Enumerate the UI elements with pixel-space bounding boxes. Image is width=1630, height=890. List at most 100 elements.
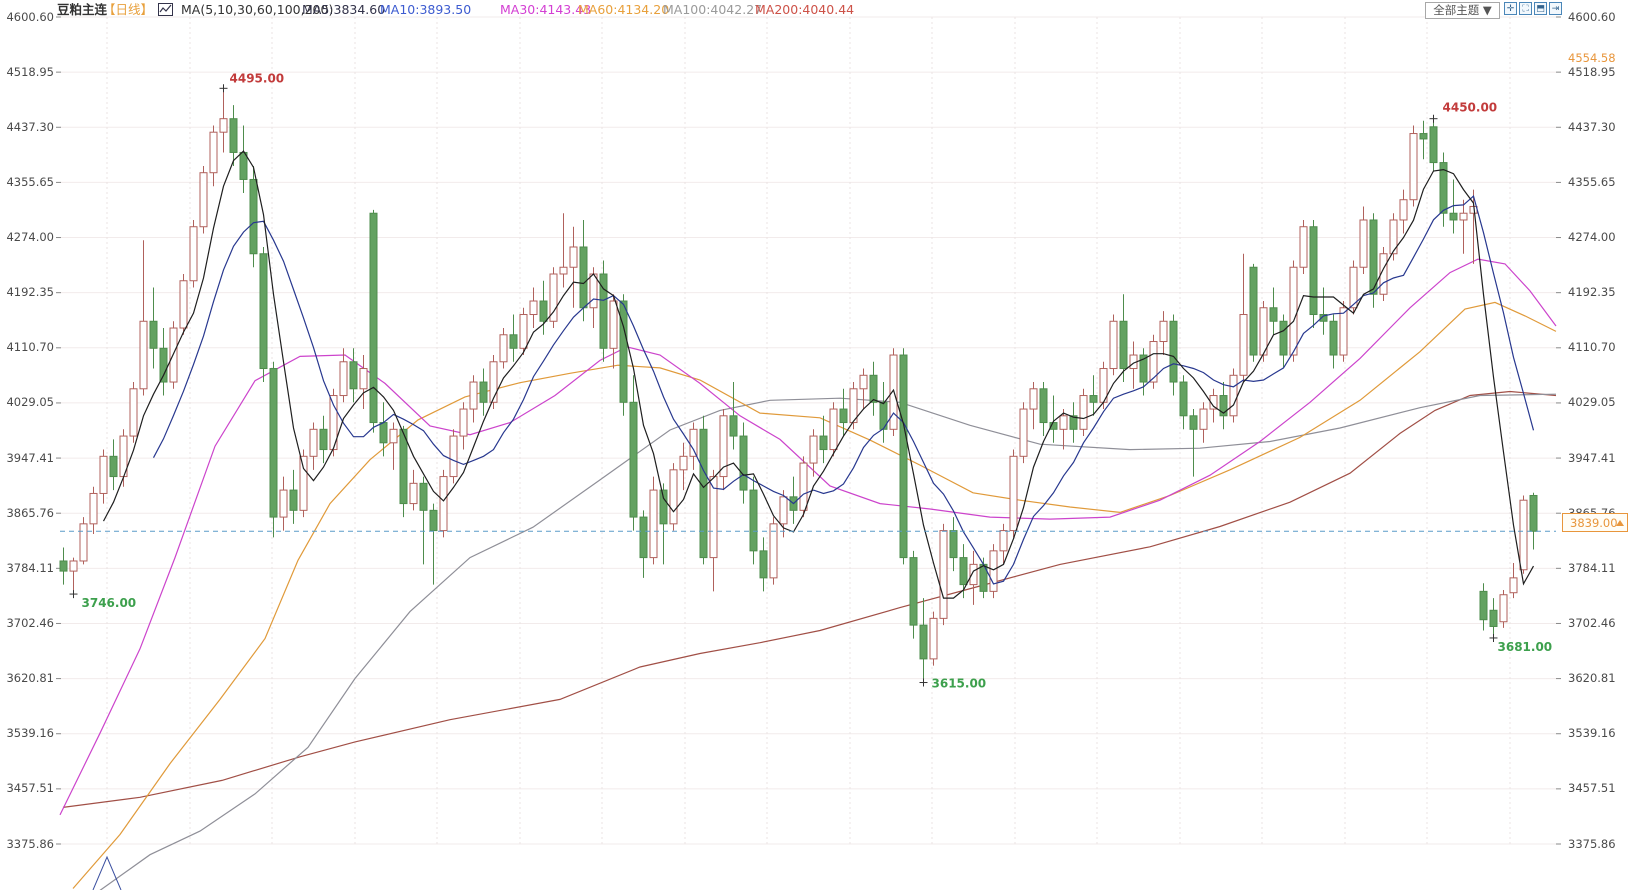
candle	[319, 428, 328, 451]
ma60-line	[72, 301, 1557, 889]
crosshair-move-icon[interactable]: ✛	[1504, 2, 1517, 15]
candle	[259, 253, 268, 370]
annotations: 4495.00 4450.00 3746.00 3615.00 3681.00	[69, 71, 1552, 691]
candle	[539, 300, 548, 322]
price-axis-label: 4029.05	[6, 395, 54, 410]
ma5-line	[102, 150, 1535, 599]
candle	[269, 368, 278, 518]
candle	[1069, 415, 1078, 430]
candle	[619, 300, 628, 403]
extreme-price-annotation: 4495.00	[230, 71, 285, 85]
candle	[1349, 266, 1358, 309]
candle	[1249, 266, 1258, 356]
price-axis-label: 4192.35	[1568, 285, 1616, 300]
price-axis-label: 4355.65	[1568, 174, 1616, 189]
candle	[1139, 354, 1148, 383]
candle	[1289, 266, 1298, 356]
candle	[1319, 314, 1328, 322]
zoom-reset-icon[interactable]: ⬒	[1534, 2, 1547, 15]
candle	[479, 381, 488, 403]
candle	[719, 415, 728, 478]
price-axis-label: 3865.76	[6, 505, 54, 520]
candle	[369, 212, 378, 424]
candle	[279, 489, 288, 518]
candle	[1209, 395, 1218, 410]
candle	[669, 469, 678, 525]
candle	[549, 273, 558, 322]
price-axis-label: 4274.00	[6, 230, 54, 245]
candle	[589, 273, 598, 309]
price-axis-label: 3784.11	[1568, 560, 1616, 575]
candle	[219, 118, 228, 133]
extreme-price-annotation: 3746.00	[82, 596, 137, 610]
price-axis-label: 3784.11	[6, 560, 54, 575]
zoom-area-icon[interactable]: ⛶	[1519, 2, 1532, 15]
candle	[1159, 320, 1168, 343]
candle	[1449, 212, 1458, 221]
candle	[909, 557, 918, 626]
theme-dropdown[interactable]: 全部主题 ▼	[1425, 2, 1500, 19]
candle	[249, 178, 258, 255]
candle	[1019, 408, 1028, 457]
period-label[interactable]: 【日线】	[103, 2, 154, 17]
candle	[1169, 320, 1178, 383]
candle	[1149, 341, 1158, 383]
candle	[799, 462, 808, 511]
extreme-price-annotation: 3615.00	[932, 677, 987, 691]
ma100-value: MA100:4042.27	[663, 2, 763, 17]
candle	[1439, 162, 1448, 214]
candle	[449, 435, 458, 478]
candle	[699, 428, 708, 559]
price-axis-label: 3947.41	[1568, 450, 1616, 465]
ma60-value: MA60:4134.20	[578, 2, 670, 17]
candle	[1009, 455, 1018, 532]
candle	[109, 455, 118, 478]
candle	[399, 428, 408, 505]
ma10-value: MA10:3893.50	[380, 2, 472, 17]
candle	[229, 118, 238, 153]
price-axis-label: 3375.86	[6, 836, 54, 851]
price-axis-label: 4110.70	[1568, 340, 1616, 355]
candle	[609, 300, 618, 349]
candle	[179, 280, 188, 329]
price-axis-label: 3702.46	[1568, 615, 1616, 630]
candle	[1529, 494, 1538, 532]
candle	[509, 334, 518, 349]
ma-group-label: MA(5,10,30,60,100,200)	[181, 2, 334, 17]
price-axis-label: 3947.41	[6, 450, 54, 465]
candle	[769, 523, 778, 579]
candle	[829, 408, 838, 451]
candle	[1399, 199, 1408, 221]
candle	[1109, 320, 1118, 370]
candle	[649, 489, 658, 559]
candle	[959, 557, 968, 586]
candle	[439, 476, 448, 532]
candle	[1329, 320, 1338, 356]
candle	[359, 368, 368, 390]
candle	[899, 354, 908, 559]
candle	[729, 415, 738, 437]
candle	[299, 455, 308, 511]
candle	[579, 246, 588, 309]
pan-forward-icon[interactable]: ⇥	[1549, 2, 1562, 15]
candle	[929, 617, 938, 660]
candle	[469, 381, 478, 410]
candle	[409, 482, 418, 505]
candle	[69, 560, 78, 572]
candle	[1239, 314, 1248, 376]
ma100-line	[99, 393, 1557, 890]
candle	[1489, 609, 1498, 627]
ma200-line	[62, 390, 1557, 808]
candle	[1189, 415, 1198, 430]
candle	[389, 428, 398, 444]
price-axis-label: 3702.46	[6, 615, 54, 630]
candle	[519, 314, 528, 349]
candle	[1389, 219, 1398, 255]
candle	[139, 320, 148, 390]
candle	[1499, 594, 1508, 623]
candle	[429, 509, 438, 532]
candle	[659, 489, 668, 525]
candle	[1309, 226, 1318, 316]
kline-chart-icon[interactable]	[158, 3, 173, 16]
